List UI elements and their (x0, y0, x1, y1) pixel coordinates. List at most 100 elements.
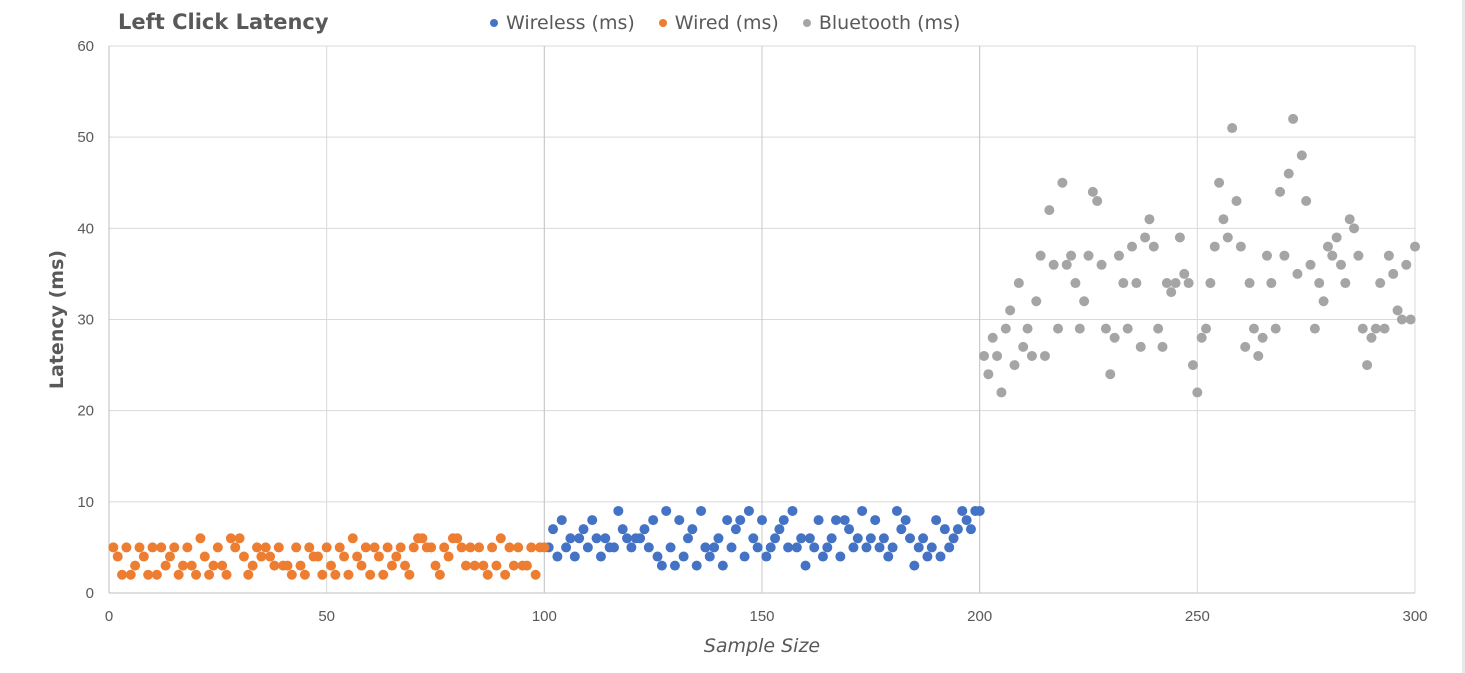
y-tick-label: 0 (86, 585, 94, 602)
data-point-wired (265, 551, 276, 562)
data-point-wired (269, 560, 280, 571)
data-point-wireless (913, 542, 924, 553)
data-point-wireless (800, 560, 811, 571)
data-point-bluetooth (1227, 123, 1238, 134)
data-point-wireless (591, 533, 602, 544)
data-point-bluetooth (1074, 323, 1085, 334)
data-point-bluetooth (1305, 259, 1316, 270)
data-point-wireless (561, 542, 572, 553)
data-point-bluetooth (1344, 214, 1355, 225)
data-point-bluetooth (1266, 278, 1277, 289)
data-point-wireless (552, 551, 563, 562)
data-point-bluetooth (1209, 241, 1220, 252)
data-point-wired (317, 569, 328, 580)
data-point-wireless (696, 505, 707, 516)
data-point-bluetooth (1314, 278, 1325, 289)
data-point-wired (487, 542, 498, 553)
data-point-wireless (691, 560, 702, 571)
data-point-wireless (687, 524, 698, 535)
data-point-wireless (909, 560, 920, 571)
data-point-wireless (600, 533, 611, 544)
data-point-wireless (761, 551, 772, 562)
data-point-wireless (639, 524, 650, 535)
data-point-wired (238, 551, 249, 562)
x-tick-label: 0 (105, 608, 113, 625)
data-point-wired (382, 542, 393, 553)
data-point-wired (130, 560, 141, 571)
data-point-bluetooth (1288, 113, 1299, 124)
data-point-wireless (852, 533, 863, 544)
data-point-wireless (883, 551, 894, 562)
data-point-wireless (952, 524, 963, 535)
data-point-wired (465, 542, 476, 553)
data-point-bluetooth (1148, 241, 1159, 252)
legend-marker-wireless (490, 19, 498, 27)
data-point-bluetooth (1253, 350, 1264, 361)
data-point-bluetooth (1070, 278, 1081, 289)
data-point-wireless (652, 551, 663, 562)
data-point-wireless (565, 533, 576, 544)
data-point-bluetooth (1257, 332, 1268, 343)
data-point-wireless (578, 524, 589, 535)
data-point-bluetooth (1087, 186, 1098, 197)
data-point-wired (391, 551, 402, 562)
data-point-wireless (961, 515, 972, 526)
data-point-bluetooth (1214, 177, 1225, 188)
data-point-bluetooth (1179, 268, 1190, 279)
data-point-wired (426, 542, 437, 553)
data-point-bluetooth (1140, 232, 1151, 243)
data-point-bluetooth (1057, 177, 1068, 188)
data-point-bluetooth (1296, 150, 1307, 161)
data-point-wired (234, 533, 245, 544)
data-point-bluetooth (987, 332, 998, 343)
data-point-bluetooth (992, 350, 1003, 361)
legend-label-bluetooth: Bluetooth (ms) (818, 12, 961, 34)
x-tick-label: 100 (532, 608, 557, 625)
data-point-wired (513, 542, 524, 553)
data-point-wireless (844, 524, 855, 535)
data-point-bluetooth (1327, 250, 1338, 261)
y-tick-label: 40 (77, 220, 94, 237)
data-point-wireless (861, 542, 872, 553)
data-point-wired (347, 533, 358, 544)
data-point-wireless (822, 542, 833, 553)
x-tick-label: 300 (1402, 608, 1427, 625)
window-edge (1462, 0, 1465, 673)
data-point-bluetooth (1370, 323, 1381, 334)
y-tick-label: 20 (77, 403, 94, 420)
data-point-wireless (891, 505, 902, 516)
data-point-wired (286, 569, 297, 580)
data-point-bluetooth (1105, 369, 1116, 380)
data-point-wired (164, 551, 175, 562)
data-point-wireless (765, 542, 776, 553)
data-point-wireless (865, 533, 876, 544)
data-point-wireless (574, 533, 585, 544)
legend-marker-bluetooth (802, 19, 811, 27)
data-point-wireless (622, 533, 633, 544)
data-point-bluetooth (1331, 232, 1342, 243)
data-point-bluetooth (1248, 323, 1259, 334)
data-point-bluetooth (1144, 214, 1155, 225)
y-axis-title: Latency (ms) (46, 250, 68, 389)
data-point-wireless (957, 505, 968, 516)
data-point-wired (156, 542, 167, 553)
data-point-bluetooth (1379, 323, 1390, 334)
x-tick-label: 200 (967, 608, 992, 625)
data-point-wired (360, 542, 371, 553)
chart-title: Left Click Latency (118, 10, 329, 34)
data-point-wired (121, 542, 132, 553)
legend-label-wireless: Wireless (ms) (506, 12, 635, 34)
data-point-bluetooth (1275, 186, 1286, 197)
data-point-bluetooth (1270, 323, 1281, 334)
data-point-bluetooth (1135, 341, 1146, 352)
legend-item-bluetooth: Bluetooth (ms) (802, 12, 961, 34)
data-point-wired (343, 569, 354, 580)
data-point-wired (169, 542, 180, 553)
data-point-bluetooth (1357, 323, 1368, 334)
data-point-bluetooth (1118, 278, 1129, 289)
data-point-wired (312, 551, 323, 562)
data-point-wired (173, 569, 184, 580)
data-point-bluetooth (1127, 241, 1138, 252)
data-point-wireless (626, 542, 637, 553)
